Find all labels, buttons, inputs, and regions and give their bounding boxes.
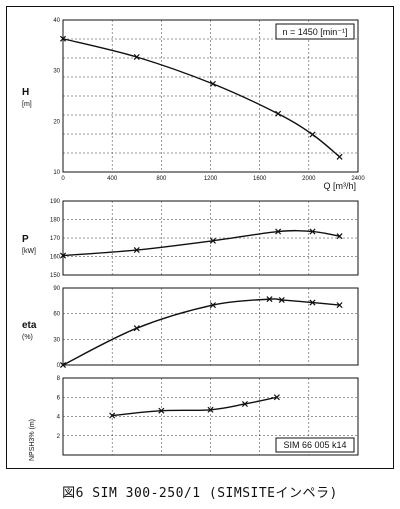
y-tick-label-NPSH: 2	[57, 434, 61, 440]
y-axis-label-eta: eta	[22, 320, 37, 331]
data-point-eta	[336, 302, 343, 309]
x-tick-label-H: 1600	[253, 176, 267, 182]
data-point-NPSH	[241, 400, 248, 408]
y-tick-label-NPSH: 8	[57, 376, 61, 382]
y-tick-label-H: 10	[53, 170, 60, 176]
y-axis-unit-H: [m]	[22, 101, 32, 108]
speed-annotation-text: n = 1450 [min⁻¹]	[282, 27, 347, 37]
series-line-H	[62, 38, 341, 158]
series-line-P	[62, 229, 340, 257]
y-tick-label-eta: 30	[53, 337, 60, 343]
y-axis-label-P: P	[22, 234, 29, 245]
data-point-eta	[133, 325, 140, 332]
data-point-eta	[59, 361, 67, 369]
x-tick-label-H: 2400	[351, 176, 365, 182]
x-tick-label-H: 1200	[204, 176, 218, 182]
y-axis-label-NPSH: NPSH3% (m)	[29, 419, 36, 461]
y-axis-unit-eta: (%)	[22, 334, 33, 341]
model-annotation-text: SIM 66 005 k14	[283, 440, 346, 450]
y-tick-label-P: 170	[50, 236, 61, 242]
data-point-H	[275, 110, 282, 117]
y-tick-label-H: 30	[53, 69, 60, 75]
data-point-eta	[278, 296, 285, 304]
data-point-P	[275, 228, 282, 235]
y-tick-label-NPSH: 4	[57, 415, 61, 421]
figure-frame	[6, 6, 394, 469]
x-tick-label-H: 400	[107, 176, 118, 182]
data-point-P	[309, 228, 316, 235]
y-tick-label-H: 40	[53, 18, 60, 24]
data-point-NPSH	[109, 412, 116, 419]
y-tick-label-H: 20	[53, 119, 60, 125]
data-point-P	[209, 237, 216, 244]
x-tick-label-H: 2000	[302, 176, 316, 182]
data-point-H	[133, 53, 140, 61]
y-tick-label-eta: 60	[53, 312, 60, 318]
y-tick-label-P: 190	[50, 199, 61, 205]
data-point-eta	[309, 299, 316, 306]
data-point-eta	[266, 296, 273, 303]
data-point-H	[209, 80, 216, 87]
data-point-P	[133, 247, 140, 254]
figure-caption: 図6 SIM 300-250/1 (SIMSITEインペラ)	[62, 486, 338, 501]
speed-annotation-box	[275, 23, 355, 40]
data-point-P	[336, 233, 343, 240]
y-axis-label-H: H	[22, 87, 29, 98]
data-point-eta	[209, 302, 216, 309]
y-tick-label-eta: 0	[57, 363, 61, 369]
data-point-NPSH	[207, 406, 214, 413]
x-tick-label-H: 0	[61, 176, 65, 182]
y-tick-label-eta: 90	[53, 286, 60, 292]
y-tick-label-P: 150	[50, 273, 61, 279]
y-tick-label-P: 180	[50, 218, 61, 224]
data-point-NPSH	[273, 394, 280, 401]
data-point-H	[59, 35, 67, 42]
data-point-NPSH	[158, 407, 165, 414]
model-annotation-box	[275, 437, 355, 453]
series-line-eta	[62, 298, 340, 366]
data-point-H	[309, 131, 316, 138]
series-line-NPSH	[112, 396, 278, 417]
data-point-P	[59, 252, 67, 259]
x-tick-label-H: 800	[156, 176, 167, 182]
data-point-H	[336, 153, 343, 160]
y-tick-label-NPSH: 6	[57, 395, 61, 401]
x-axis-label-H: Q [m³/h]	[323, 181, 356, 191]
y-axis-unit-P: [kW]	[22, 248, 36, 255]
y-tick-label-P: 160	[50, 255, 61, 261]
